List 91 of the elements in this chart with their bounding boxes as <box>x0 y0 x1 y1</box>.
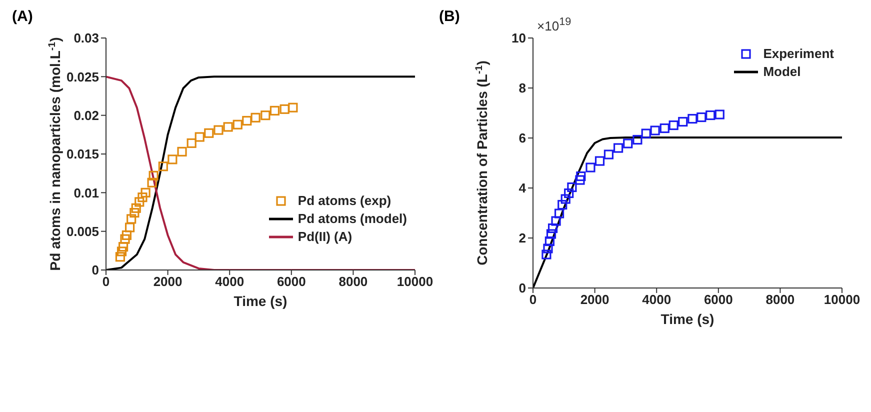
y-tick-label: 4 <box>518 180 527 196</box>
point <box>632 134 642 145</box>
point <box>131 203 141 213</box>
point <box>668 120 678 130</box>
point <box>551 216 561 226</box>
point <box>147 178 157 188</box>
point <box>124 222 135 232</box>
point <box>223 122 233 132</box>
x-tick-label: 4000 <box>642 292 672 308</box>
x-axis-title: Time (s) <box>660 311 714 327</box>
point <box>260 110 270 120</box>
x-tick-label: 2000 <box>153 274 182 290</box>
x-tick-label: 10000 <box>824 292 860 308</box>
point <box>138 192 148 202</box>
chart-title: (A) <box>12 8 33 25</box>
point <box>544 236 554 246</box>
point <box>623 138 633 148</box>
point <box>594 156 605 166</box>
y-tick-label: 2 <box>518 230 526 246</box>
point <box>548 223 558 234</box>
point <box>158 162 168 172</box>
text: ×10$^{19}$ <box>537 16 572 34</box>
x-axis-title: Time (s) <box>234 293 288 309</box>
y-tick-label: 0.02 <box>74 108 99 123</box>
y-tick-label: 8 <box>518 80 526 96</box>
point <box>560 194 570 204</box>
point <box>122 230 132 240</box>
y-tick-label: 0.03 <box>74 30 99 46</box>
point <box>177 146 187 156</box>
point <box>280 104 290 114</box>
point <box>288 102 298 112</box>
x-tick-label: 0 <box>529 292 537 308</box>
x-tick-label: 0 <box>102 274 110 290</box>
point <box>564 188 574 198</box>
legend-label: Pd(II) (A) <box>298 229 352 244</box>
point <box>688 114 698 124</box>
y-tick-label: 6 <box>518 130 526 146</box>
chart-title: (B) <box>439 8 460 25</box>
point <box>148 170 158 180</box>
x-tick-label: 2000 <box>580 292 610 308</box>
point <box>706 110 716 120</box>
point <box>543 244 553 254</box>
point <box>546 229 556 239</box>
y-tick-label: 10 <box>512 30 526 46</box>
legend-label: Experiment <box>763 46 834 61</box>
y-tick-label: 0.005 <box>66 224 99 239</box>
x-tick-label: 10000 <box>396 274 434 290</box>
point <box>168 154 178 164</box>
point <box>714 110 724 120</box>
point <box>613 143 624 153</box>
point <box>558 200 568 210</box>
point <box>660 123 670 134</box>
point <box>696 112 706 122</box>
x-tick-label: 6000 <box>704 292 733 308</box>
x-tick-label: 8000 <box>766 292 795 308</box>
point <box>140 188 150 198</box>
point <box>586 162 596 172</box>
point <box>120 234 130 244</box>
point <box>232 120 242 130</box>
legend-label: Pd atoms (exp) <box>298 193 392 208</box>
y-tick-label: 0.015 <box>66 146 99 162</box>
point <box>575 175 585 185</box>
point <box>641 128 651 138</box>
point <box>186 138 196 148</box>
x-tick-label: 6000 <box>276 274 306 290</box>
point <box>118 242 128 252</box>
point <box>194 132 204 142</box>
x-tick-label: 4000 <box>215 274 244 290</box>
x-tick-label: 8000 <box>338 274 368 290</box>
legend-label: Model <box>763 64 801 79</box>
point <box>242 116 252 126</box>
point <box>250 112 260 122</box>
point <box>214 125 224 135</box>
point <box>567 182 577 192</box>
point <box>134 197 144 207</box>
point <box>126 214 136 224</box>
y-tick-label: 0 <box>92 262 99 278</box>
point <box>116 246 127 256</box>
point <box>576 171 586 182</box>
y-tick-label: 0.025 <box>66 69 99 84</box>
point <box>270 106 280 116</box>
point <box>542 250 552 260</box>
point <box>554 208 564 218</box>
point <box>650 126 660 136</box>
point <box>115 252 126 262</box>
point <box>678 116 688 127</box>
point <box>604 150 614 160</box>
point <box>130 208 140 218</box>
y-tick-label: 0.01 <box>74 185 99 200</box>
legend-label: Pd atoms (model) <box>298 211 407 226</box>
point <box>204 128 214 138</box>
